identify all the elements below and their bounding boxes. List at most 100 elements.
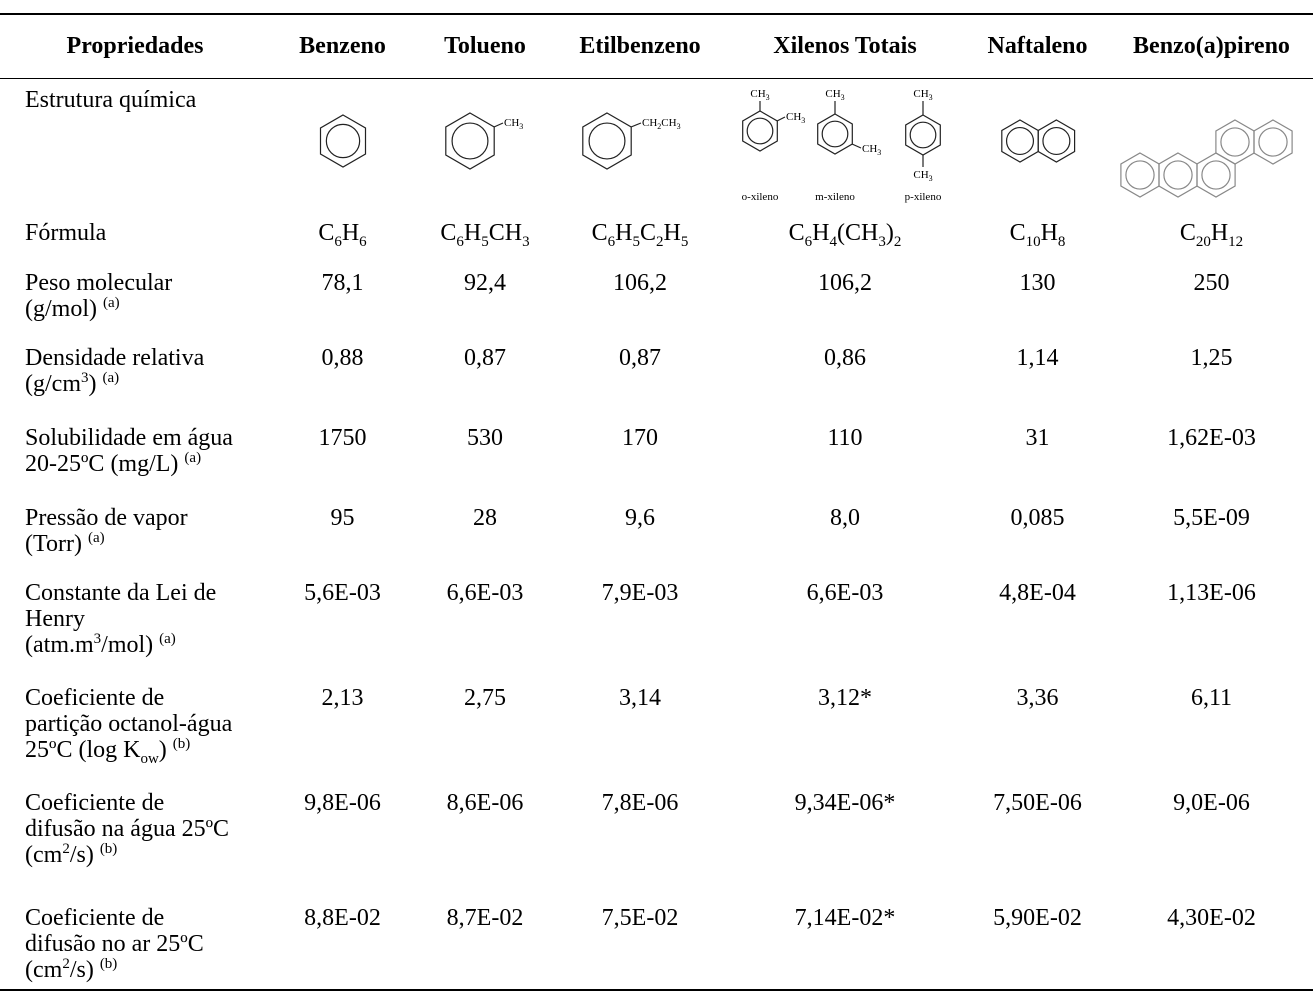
- structure-cell: CH3 CH3 CH3 CH3 CH3 CH3 o-xileno m-xileno p-xile…: [725, 78, 965, 212]
- text-run: H: [663, 220, 681, 246]
- table-body: Estrutura química CH3 CH2CH3 CH3 CH3 CH3 CH3 CH…: [0, 78, 1313, 990]
- column-header: Benzo(a)pireno: [1133, 32, 1290, 59]
- structure-row: Estrutura química CH3 CH2CH3 CH3 CH3 CH3 CH3 CH…: [0, 78, 1313, 212]
- text-run: ): [158, 737, 173, 763]
- column-header: Etilbenzeno: [579, 32, 701, 59]
- formula-cell: C6H5C2H5: [555, 212, 725, 262]
- structure-cell: [270, 78, 415, 212]
- column-header: Benzeno: [299, 32, 386, 59]
- ring-hexagon: [1001, 118, 1039, 163]
- data-row: Coeficiente de difusão no ar 25ºC (cm2/s) …: [0, 897, 1313, 990]
- text-run: p-xileno: [905, 190, 942, 202]
- text-run: Densidade relativa: [25, 345, 205, 371]
- value-cell: 7,8E-06: [601, 790, 679, 816]
- structure-label: CH3: [862, 142, 881, 157]
- subscript: 3: [878, 233, 886, 250]
- structure-label: m-xileno: [815, 190, 855, 202]
- row-label: Fórmula: [0, 212, 270, 262]
- value-cell: 170: [622, 425, 658, 451]
- structure-label: o-xileno: [742, 190, 779, 202]
- row-label: Estrutura química: [25, 86, 197, 113]
- ring-hexagon: [445, 111, 495, 170]
- supscript: 2: [62, 841, 70, 857]
- table-head: Propriedades Benzeno Tolueno Etilbenzeno Xil…: [0, 14, 1313, 78]
- ring-circle: [451, 121, 489, 160]
- subscript: 12: [1228, 233, 1244, 250]
- text-run: Coeficiente de: [25, 905, 165, 931]
- supscript: (b): [99, 956, 118, 972]
- ring-circle: [821, 120, 849, 147]
- data-row: Coeficiente de partição octanol-água 25ºC …: [0, 677, 1313, 782]
- value-cell: 78,1: [321, 270, 364, 296]
- subscript: 20: [1195, 233, 1211, 250]
- text-run: CH: [786, 110, 801, 122]
- value-cell: 1,25: [1190, 345, 1233, 371]
- text-run: /mol): [101, 632, 160, 658]
- ring-hexagon: [319, 113, 367, 168]
- ring-hexagon: [1120, 151, 1160, 198]
- text-run: H: [1210, 220, 1229, 246]
- subscript: 2: [893, 233, 902, 250]
- row-label: Coeficiente de difusão na água 25ºC (cm2/s…: [0, 782, 270, 897]
- text-line: Pressão de vapor: [25, 505, 270, 531]
- ring-hexagon: [1215, 118, 1255, 165]
- supscript: (b): [172, 736, 191, 752]
- value-cell: 0,87: [619, 345, 661, 371]
- value-cell: 1,13E-06: [1167, 580, 1256, 606]
- bond: [776, 115, 786, 122]
- subscript: 3: [766, 93, 770, 102]
- text-run: (g/cm: [25, 371, 81, 397]
- value-cell: 4,30E-02: [1167, 905, 1256, 931]
- subscript: 3: [801, 116, 805, 125]
- ring-hexagon: [1253, 118, 1293, 165]
- value-cell: 7,50E-06: [993, 790, 1082, 816]
- text-run: (atm.m: [25, 632, 94, 658]
- subscript: 3: [929, 174, 933, 183]
- ring-circle: [1220, 126, 1250, 157]
- ring-hexagon: [1158, 151, 1198, 198]
- text-line: (atm.m3/mol) (a): [25, 631, 270, 659]
- ring-circle: [1005, 126, 1035, 155]
- text-run: H: [812, 220, 830, 246]
- value-cell: 530: [467, 425, 503, 451]
- subscript: 4: [829, 233, 838, 250]
- structure-cell: CH2CH3: [555, 78, 725, 212]
- value-cell: 0,86: [824, 345, 866, 371]
- value-cell: 0,87: [464, 345, 506, 371]
- structure-label: CH3: [913, 87, 932, 102]
- ring-hexagon: [1196, 151, 1236, 198]
- supscript: (b): [99, 841, 118, 857]
- subscript: 3: [519, 122, 523, 131]
- data-row: Peso molecular (g/mol) (a) 78,1 92,4 106,2 10…: [0, 262, 1313, 337]
- supscript: 3: [93, 631, 102, 647]
- value-cell: 250: [1193, 270, 1230, 296]
- ring-circle: [1201, 159, 1231, 190]
- text-run: CH: [825, 87, 840, 99]
- ring-hexagon: [742, 109, 778, 152]
- supscript: (a): [102, 370, 120, 386]
- structure-drawing: CH3: [445, 111, 523, 170]
- value-cell: 5,6E-03: [304, 580, 381, 606]
- row-label: Peso molecular (g/mol) (a): [0, 262, 270, 337]
- subscript: 6: [334, 233, 342, 250]
- text-run: H: [341, 220, 360, 246]
- row-label: Constante da Lei de Henry (atm.m3/mol) (a): [0, 572, 270, 677]
- text-run: ): [88, 371, 103, 397]
- text-run: 25ºC (log K: [25, 737, 141, 763]
- text-run: ): [885, 220, 894, 246]
- text-line: 20-25ºC (mg/L) (a): [25, 451, 270, 478]
- structure-drawing: [319, 113, 367, 168]
- subscript: 8: [1057, 233, 1066, 250]
- column-header: Naftaleno: [987, 32, 1088, 59]
- value-cell: 9,34E-06*: [794, 790, 896, 816]
- text-line: Peso molecular: [25, 270, 270, 296]
- data-row: Fórmula C6H6 C6H5CH3 C6H5C2H5 C6H4(CH3)2 C10H…: [0, 212, 1313, 262]
- text-run: (cm: [25, 842, 63, 868]
- text-run: C: [440, 220, 457, 246]
- value-cell: 1750: [318, 425, 367, 451]
- text-run: /s): [69, 957, 100, 983]
- subscript: 6: [359, 233, 367, 250]
- subscript: 3: [841, 93, 845, 102]
- value-cell: 3,14: [619, 685, 661, 711]
